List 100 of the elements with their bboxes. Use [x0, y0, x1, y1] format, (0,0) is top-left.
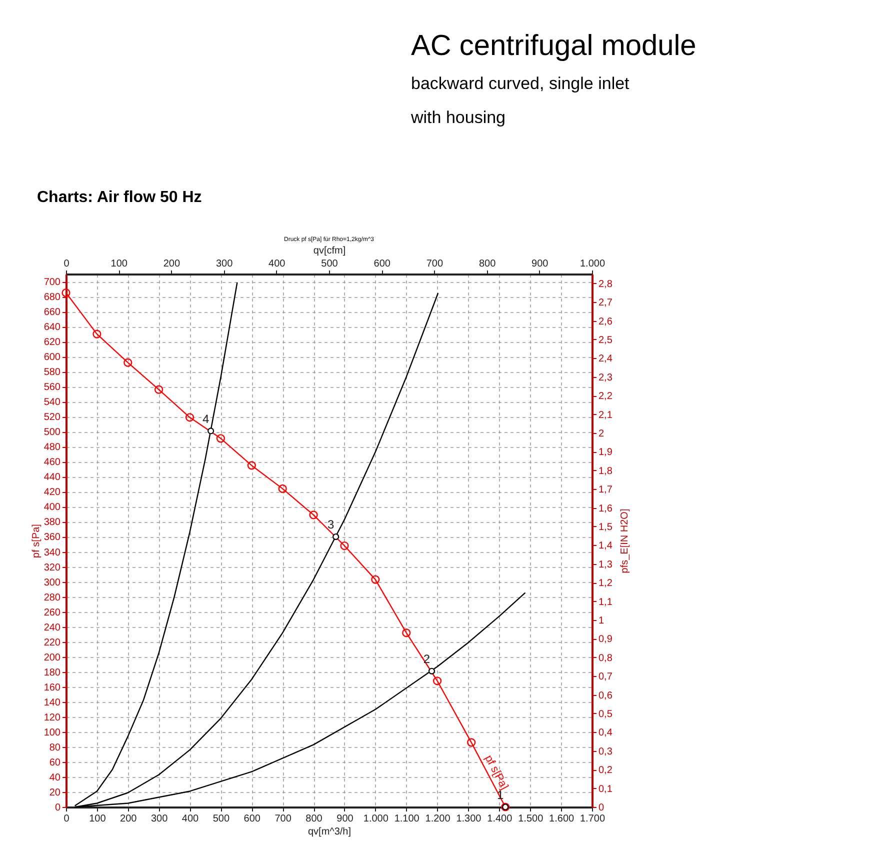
annotation: 3: [327, 518, 334, 532]
point: [432, 676, 442, 686]
y-tick-label: 240: [44, 622, 61, 634]
y2-tick-label: 1,9: [598, 447, 613, 458]
x-tick-label: 700: [274, 814, 292, 824]
y-axis-title: pf s[Pa]: [30, 524, 42, 558]
y-tick-label: 520: [44, 412, 61, 424]
x-tick-label: 500: [212, 814, 230, 824]
y2-tick-label: 1,2: [598, 578, 613, 590]
x2-tick-label: 1.000: [580, 258, 606, 270]
point: [428, 668, 436, 674]
y-tick-label: 100: [44, 727, 61, 738]
y2-tick-label: 0,7: [598, 672, 613, 683]
point: [216, 434, 226, 443]
x-tick-label: 1.000: [363, 814, 389, 824]
y-tick-label: 560: [44, 382, 61, 394]
y2-tick-label: 1,1: [598, 596, 613, 608]
x-tick-label: 300: [150, 814, 168, 824]
y2-tick-label: 1,5: [598, 522, 613, 533]
y-tick-label: 0: [54, 802, 61, 814]
point: [371, 575, 380, 584]
text: Charts: Air flow 50 Hz: [37, 189, 202, 206]
x-tick-label: 1.700: [580, 814, 606, 824]
x-tick-label: 1.200: [425, 814, 451, 824]
y2-tick-label: 2,2: [598, 391, 613, 402]
point: [332, 533, 340, 540]
x-tick-label: 200: [120, 814, 138, 824]
y-tick-label: 340: [44, 547, 61, 558]
x2-axis-title: qv[cfm]: [313, 246, 346, 256]
point: [467, 738, 476, 747]
y-tick-label: 80: [49, 742, 61, 754]
x2-tick-label: 500: [321, 258, 338, 270]
y2-axis-title: pfs_E[IN H2O]: [620, 508, 630, 574]
y-tick-label: 600: [44, 352, 61, 364]
y-tick-label: 680: [44, 292, 61, 304]
y-tick-label: 500: [44, 427, 61, 438]
annotation: 2: [423, 652, 430, 666]
x2-tick-label: 800: [478, 258, 496, 270]
y2-tick-label: 0,5: [598, 708, 613, 720]
x-tick-label: 100: [89, 814, 106, 824]
y2-tick-label: 0: [598, 802, 604, 814]
y-tick-label: 20: [49, 787, 61, 798]
y2-tick-label: 1,8: [598, 466, 613, 477]
y2-tick-label: 2,7: [598, 298, 613, 309]
x-tick-label: 1.300: [456, 814, 482, 824]
y-tick-label: 140: [44, 697, 61, 708]
y-tick-label: 280: [44, 592, 61, 604]
y-tick-label: 320: [44, 562, 61, 574]
y2-tick-label: 0,6: [598, 690, 613, 702]
x2-tick-label: 400: [268, 258, 286, 270]
x2-tick-label: 100: [110, 258, 128, 270]
y2-tick-label: 1,3: [598, 559, 613, 570]
point: [154, 385, 164, 394]
y-tick-label: 200: [44, 652, 61, 664]
x2-tick-label: 700: [426, 258, 444, 270]
y-tick-label: 400: [44, 502, 61, 514]
point: [208, 428, 214, 434]
point: [185, 413, 194, 422]
x2-tick-label: 300: [216, 258, 234, 270]
x2-tick-label: 900: [532, 258, 549, 270]
y-tick-label: 220: [44, 637, 61, 648]
y-tick-label: 660: [44, 307, 61, 318]
y-tick-label: 180: [44, 667, 61, 678]
y-tick-label: 40: [49, 772, 61, 784]
y-tick-label: 260: [44, 607, 61, 618]
y2-tick-label: 2,5: [598, 334, 613, 346]
x-tick-label: 1.600: [549, 814, 575, 824]
y2-tick-label: 0,4: [598, 728, 613, 739]
y-tick-label: 480: [44, 442, 61, 454]
y-tick-label: 540: [44, 397, 61, 408]
x2-tick-label: 0: [64, 258, 70, 270]
y-tick-label: 420: [44, 487, 61, 498]
x-tick-label: 400: [182, 814, 200, 824]
x-tick-label: 1.500: [518, 814, 544, 824]
x-tick-label: 600: [244, 814, 261, 824]
x-tick-label: 800: [306, 814, 323, 824]
y-tick-label: 300: [44, 577, 61, 588]
y2-tick-label: 2,6: [598, 316, 613, 328]
y-tick-label: 60: [49, 757, 61, 768]
point: [247, 461, 256, 470]
y2-tick-label: 2,1: [598, 410, 613, 421]
y2-tick-label: 2,4: [598, 354, 613, 365]
y-tick-label: 160: [44, 682, 61, 694]
point: [402, 628, 411, 638]
text: pf s[Pa]: [482, 753, 510, 792]
x-tick-label: 1.400: [487, 814, 513, 824]
point: [124, 358, 132, 367]
point: [278, 484, 287, 493]
y2-tick-label: 1,7: [598, 484, 613, 496]
y-tick-label: 380: [44, 517, 61, 528]
point: [340, 541, 349, 550]
x-tick-label: 1.100: [394, 814, 420, 824]
y-tick-label: 700: [44, 277, 61, 288]
y2-tick-label: 1: [598, 615, 604, 626]
y-tick-label: 640: [44, 322, 61, 334]
y2-tick-label: 2: [598, 428, 604, 440]
y2-tick-label: 2,3: [598, 372, 613, 384]
y2-tick-label: 1,6: [598, 503, 613, 514]
point: [309, 510, 318, 520]
y2-tick-label: 0,3: [598, 746, 613, 758]
